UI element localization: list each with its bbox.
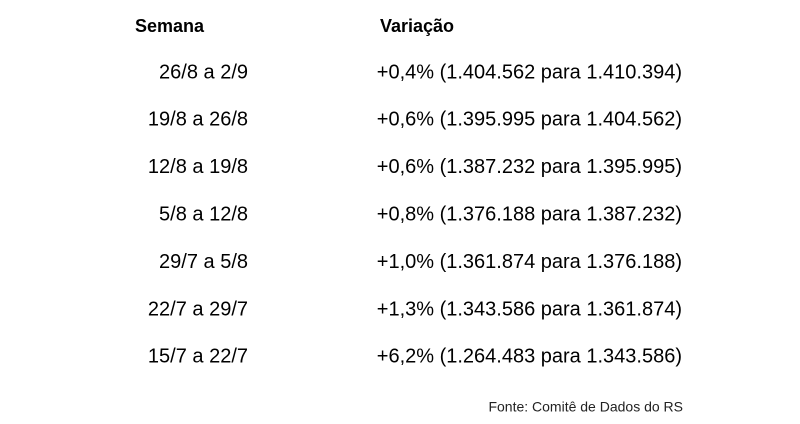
variation-cell: +6,2% (1.264.483 para 1.343.586): [377, 346, 682, 368]
week-cell: 19/8 a 26/8: [148, 109, 248, 131]
week-cell: 12/8 a 19/8: [148, 156, 248, 178]
header-cell: Variação: [380, 16, 454, 36]
variation-cell: +0,4% (1.404.562 para 1.410.394): [377, 61, 682, 83]
header-cell: Semana: [135, 16, 205, 36]
variation-cell: +0,8% (1.376.188 para 1.387.232): [377, 203, 682, 225]
variation-cell: +1,0% (1.361.874 para 1.376.188): [377, 251, 682, 273]
week-cell: 15/7 a 22/7: [148, 346, 248, 368]
week-cell: 22/7 a 29/7: [148, 298, 248, 320]
week-cell: 29/7 a 5/8: [159, 251, 248, 273]
variation-cell: +0,6% (1.395.995 para 1.404.562): [377, 109, 682, 131]
week-cell: 5/8 a 12/8: [159, 203, 248, 225]
variation-cell: +1,3% (1.343.586 para 1.361.874): [377, 298, 682, 320]
variation-cell: +0,6% (1.387.232 para 1.395.995): [377, 156, 682, 178]
week-cell: 26/8 a 2/9: [159, 61, 248, 83]
source-note: Fonte: Comitê de Dados do RS: [488, 399, 683, 415]
